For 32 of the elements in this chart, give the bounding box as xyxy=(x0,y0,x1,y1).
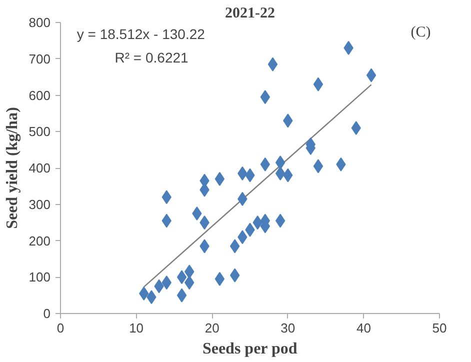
point xyxy=(214,172,225,186)
point xyxy=(366,68,376,82)
x-tick-label: 20 xyxy=(204,320,220,336)
y-tick-label: 700 xyxy=(28,51,51,66)
point xyxy=(268,57,278,72)
y-tick-label: 100 xyxy=(28,270,51,285)
y-tick-label: 0 xyxy=(43,306,51,321)
point xyxy=(214,272,225,286)
y-tick-label: 200 xyxy=(28,233,51,248)
point xyxy=(313,159,324,174)
annotation: (C) xyxy=(410,24,431,41)
point xyxy=(275,214,286,228)
annotation: R² = 0.6221 xyxy=(114,49,189,66)
y-tick-label: 600 xyxy=(28,88,51,103)
point xyxy=(176,288,187,302)
y-tick-label: 400 xyxy=(28,160,51,176)
x-tick-label: 0 xyxy=(56,320,64,336)
y-tick-label: 800 xyxy=(28,15,51,30)
y-tick-label: 500 xyxy=(28,124,51,140)
x-tick-label: 10 xyxy=(129,320,144,336)
point xyxy=(313,77,324,92)
y-axis-title: Seed yield (kg/ha) xyxy=(4,107,21,229)
annotation: y = 18.512x - 130.22 xyxy=(76,26,206,42)
point xyxy=(176,270,187,284)
chart-title: 2021-22 xyxy=(225,6,275,22)
x-tick-label: 50 xyxy=(432,320,447,336)
y-tick-label: 300 xyxy=(28,196,51,212)
point xyxy=(275,156,286,170)
x-axis-title: Seeds per pod xyxy=(202,340,298,358)
x-tick-label: 40 xyxy=(356,320,371,336)
point xyxy=(275,166,286,180)
x-tick-label: 30 xyxy=(280,320,296,336)
